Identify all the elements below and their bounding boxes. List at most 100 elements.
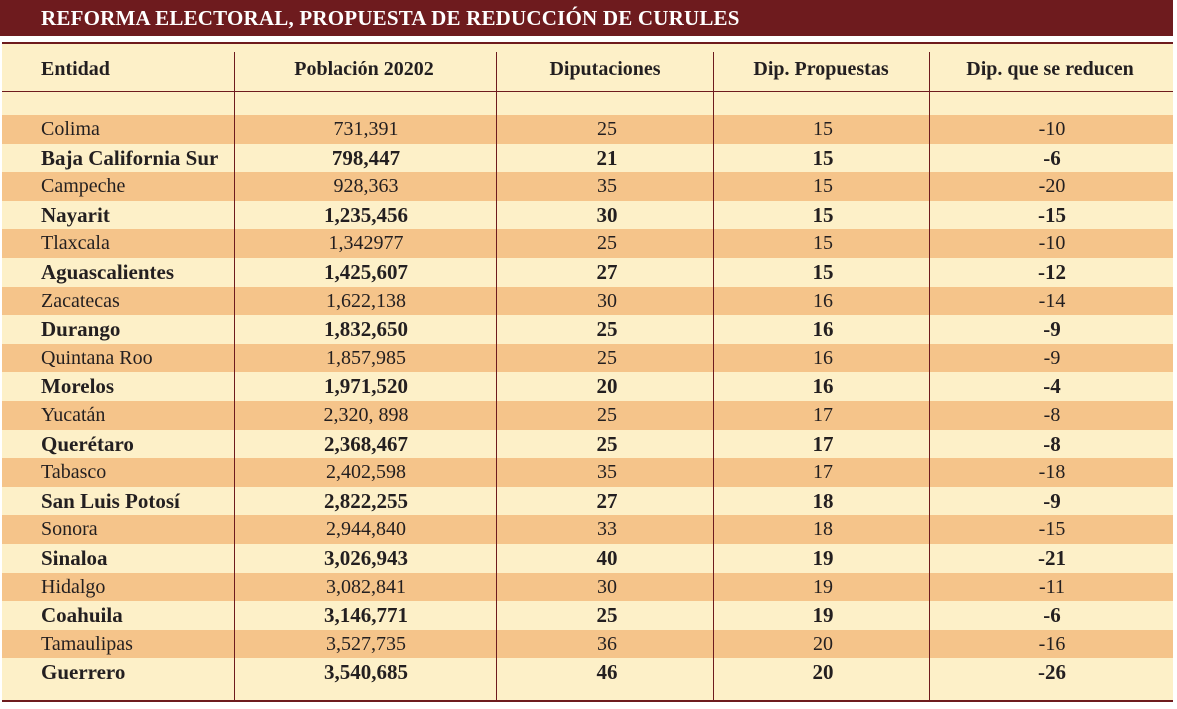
cell-poblacion: 2,368,467 xyxy=(324,431,408,456)
cell-poblacion: 2,320, 898 xyxy=(323,403,409,426)
cell-poblacion: 1,235,456 xyxy=(324,202,408,227)
header-reducen: Dip. que se reducen xyxy=(966,58,1134,80)
cell-propuestas: 16 xyxy=(812,317,834,342)
cell-reducen: -16 xyxy=(1038,632,1066,655)
cell-diputaciones: 25 xyxy=(597,346,617,369)
cell-reducen: -14 xyxy=(1038,289,1066,312)
table-row: Yucatán 2,320, 898 25 17 -8 xyxy=(2,400,1173,430)
cell-reducen: -18 xyxy=(1038,461,1066,484)
cell-poblacion: 2,822,255 xyxy=(324,488,408,513)
cell-diputaciones: 40 xyxy=(596,545,618,570)
cell-poblacion: 1,622,138 xyxy=(326,289,406,312)
cell-entidad: Hidalgo xyxy=(41,575,106,598)
cell-diputaciones: 36 xyxy=(597,632,617,655)
cell-reducen: -10 xyxy=(1038,232,1066,255)
table-row: Durango 1,832,650 25 16 -9 xyxy=(2,315,1173,344)
cell-diputaciones: 25 xyxy=(596,603,618,628)
cell-propuestas: 15 xyxy=(812,145,834,170)
cell-entidad: Colima xyxy=(41,118,100,140)
cell-propuestas: 18 xyxy=(813,518,833,541)
cell-entidad: Baja California Sur xyxy=(41,145,219,170)
cell-diputaciones: 30 xyxy=(596,202,618,227)
cell-entidad: Campeche xyxy=(41,175,126,198)
cell-poblacion: 1,425,607 xyxy=(324,259,408,284)
cell-poblacion: 3,527,735 xyxy=(326,632,406,655)
table-header-row: Entidad Población 20202 Diputaciones Dip… xyxy=(0,52,1177,90)
cell-propuestas: 15 xyxy=(812,202,834,227)
column-divider xyxy=(929,52,930,700)
cell-propuestas: 16 xyxy=(813,289,833,312)
cell-entidad: Yucatán xyxy=(41,403,106,426)
cell-diputaciones: 20 xyxy=(596,374,618,399)
cell-entidad: Morelos xyxy=(41,374,115,399)
cell-diputaciones: 46 xyxy=(596,660,618,685)
cell-propuestas: 16 xyxy=(812,374,834,399)
table-row: Hidalgo 3,082,841 30 19 -11 xyxy=(2,572,1173,602)
cell-entidad: Sonora xyxy=(41,518,98,541)
cell-reducen: -20 xyxy=(1038,175,1066,198)
cell-poblacion: 3,146,771 xyxy=(324,603,408,628)
cell-diputaciones: 27 xyxy=(596,488,618,513)
cell-entidad: Zacatecas xyxy=(41,289,120,312)
cell-reducen: -21 xyxy=(1038,545,1066,570)
cell-poblacion: 731,391 xyxy=(333,118,399,140)
cell-propuestas: 16 xyxy=(813,346,833,369)
cell-poblacion: 1,971,520 xyxy=(324,374,408,399)
cell-diputaciones: 21 xyxy=(596,145,618,170)
table-row: Coahuila 3,146,771 25 19 -6 xyxy=(2,601,1173,630)
cell-propuestas: 18 xyxy=(812,488,834,513)
cell-diputaciones: 33 xyxy=(597,518,617,541)
cell-reducen: -9 xyxy=(1043,488,1061,513)
cell-poblacion: 2,402,598 xyxy=(326,461,406,484)
cell-poblacion: 928,363 xyxy=(333,175,399,198)
cell-poblacion: 798,447 xyxy=(331,145,401,170)
cell-reducen: -12 xyxy=(1038,259,1066,284)
table-row: San Luis Potosí 2,822,255 27 18 -9 xyxy=(2,486,1173,516)
cell-reducen: -6 xyxy=(1043,145,1061,170)
table-title: REFORMA ELECTORAL, PROPUESTA DE REDUCCIÓ… xyxy=(41,6,740,30)
cell-diputaciones: 35 xyxy=(597,461,617,484)
cell-propuestas: 20 xyxy=(812,660,834,685)
cell-reducen: -15 xyxy=(1038,518,1066,541)
cell-poblacion: 2,944,840 xyxy=(326,518,406,541)
cell-entidad: Aguascalientes xyxy=(41,259,174,284)
cell-entidad: Tamaulipas xyxy=(41,632,133,655)
table-row: Colima 731,391 25 15 -10 xyxy=(2,115,1173,144)
header-divider xyxy=(2,91,1173,92)
cell-entidad: Guerrero xyxy=(41,660,126,685)
table-row: Tabasco 2,402,598 35 17 -18 xyxy=(2,458,1173,487)
cell-reducen: -8 xyxy=(1043,431,1061,456)
cell-reducen: -26 xyxy=(1038,660,1066,685)
table-row: Campeche 928,363 35 15 -20 xyxy=(2,172,1173,201)
header-entidad: Entidad xyxy=(41,58,110,80)
cell-entidad: Coahuila xyxy=(41,603,123,628)
cell-reducen: -9 xyxy=(1043,346,1061,369)
cell-entidad: Sinaloa xyxy=(41,545,108,570)
column-divider xyxy=(713,52,714,700)
cell-propuestas: 15 xyxy=(813,175,833,198)
table-row: Guerrero 3,540,685 46 20 -26 xyxy=(2,658,1173,687)
cell-diputaciones: 25 xyxy=(596,431,618,456)
cell-diputaciones: 25 xyxy=(597,232,617,255)
cell-poblacion: 1,832,650 xyxy=(324,317,408,342)
cell-reducen: -11 xyxy=(1039,575,1065,598)
table-row: Tamaulipas 3,527,735 36 20 -16 xyxy=(2,629,1173,659)
table-row: Baja California Sur 798,447 21 15 -6 xyxy=(2,143,1173,173)
cell-propuestas: 19 xyxy=(813,575,833,598)
table-row: Tlaxcala 1,342977 25 15 -10 xyxy=(2,229,1173,258)
cell-reducen: -8 xyxy=(1043,403,1061,426)
table-row: Querétaro 2,368,467 25 17 -8 xyxy=(2,429,1173,459)
cell-propuestas: 15 xyxy=(812,259,834,284)
cell-propuestas: 15 xyxy=(813,232,833,255)
cell-diputaciones: 25 xyxy=(596,317,618,342)
cell-reducen: -10 xyxy=(1038,118,1066,140)
cell-entidad: Quintana Roo xyxy=(41,346,153,369)
table-row: Nayarit 1,235,456 30 15 -15 xyxy=(2,200,1173,230)
cell-propuestas: 17 xyxy=(812,431,834,456)
table-row: Sinaloa 3,026,943 40 19 -21 xyxy=(2,543,1173,573)
column-divider xyxy=(234,52,235,700)
cell-propuestas: 15 xyxy=(813,118,833,140)
cell-entidad: San Luis Potosí xyxy=(41,488,180,513)
cell-diputaciones: 30 xyxy=(597,575,617,598)
cell-entidad: Tabasco xyxy=(41,461,107,484)
